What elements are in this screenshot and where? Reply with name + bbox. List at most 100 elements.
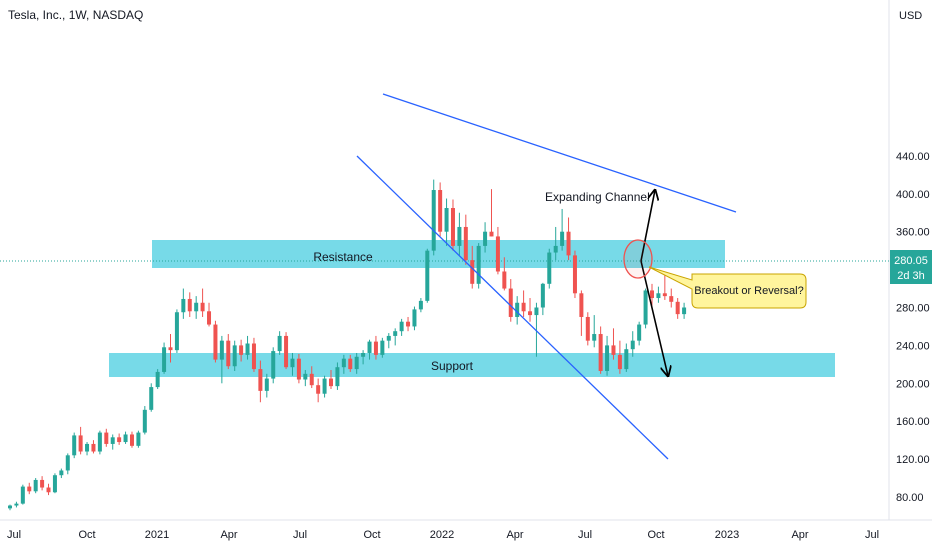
candle [630,331,635,357]
candle-body [438,190,443,232]
candle-body [662,293,667,297]
candle [579,290,584,336]
upper-trendline[interactable] [382,93,737,213]
candle-body [65,455,70,471]
candle [682,302,687,319]
last-price-countdown: 2d 3h [897,270,925,282]
candle-body [97,432,102,452]
candle [290,352,295,376]
candle [399,318,404,336]
candle-body [20,486,25,504]
lower-trendline[interactable] [356,155,669,460]
candle [470,245,475,289]
candle [72,432,77,459]
candle-body [489,231,494,237]
candle-body [33,479,38,492]
candle-body [117,437,122,443]
candle [168,334,173,363]
candle-body [367,341,372,353]
candle [309,366,314,389]
candle-body [617,354,622,370]
candle [418,298,423,313]
candle [194,296,199,319]
candle [8,504,12,511]
candle-body [572,255,577,294]
candle [277,331,282,355]
candle-body [598,334,603,371]
x-tick-label: Jul [578,529,592,541]
candle [489,189,494,237]
candle [187,292,192,317]
candle-body [650,290,654,299]
candle [425,248,430,303]
x-tick-label: Jul [293,529,307,541]
candle [264,373,269,398]
candle [495,226,500,275]
candle-body [232,345,237,367]
candle-body [553,245,558,253]
candle [123,431,128,444]
candle-body [341,358,346,368]
callout-bubble[interactable] [648,266,807,309]
candle-body [348,358,353,370]
candle-body [123,434,128,443]
x-axis: Jul Oct 2021 Apr Jul Oct 2022 Apr Jul Oct 2023 Apr J… [7,529,879,541]
candle [463,214,468,265]
candle-body [386,335,391,341]
candle-body [258,369,263,391]
candle [553,226,558,261]
candle [605,335,610,376]
candle-body [309,373,314,386]
candle-body [40,479,45,488]
candle-body [290,358,295,368]
candle [386,333,391,349]
candle-body [592,334,597,341]
candle-body [560,231,565,246]
y-tick-label: 240.00 [896,340,930,352]
candle-body [373,341,378,355]
candle [624,343,629,372]
candle [444,198,449,246]
candle-body [72,435,77,456]
candle [675,298,680,319]
candle [406,316,411,332]
candle [322,375,327,398]
x-tick-label: 2021 [145,529,169,541]
candle [354,352,359,374]
candle-body [656,293,661,299]
highlight-circle[interactable] [623,239,653,279]
candle-body [534,307,539,316]
candle-body [226,340,231,367]
candle [149,383,154,412]
down-arrow[interactable] [640,260,668,376]
y-tick-label: 360.00 [896,227,930,239]
candle [329,370,333,389]
candle-body [444,208,449,232]
candle-body [168,347,173,351]
candle [540,282,545,316]
candle-body [675,301,680,315]
candle-body [495,236,500,272]
x-tick-label: Apr [791,529,808,541]
candle-body [213,324,218,360]
candle [669,288,674,308]
candle [316,378,321,403]
candle-body [181,298,186,313]
x-tick-label: Apr [220,529,237,541]
candle-body [624,349,629,370]
candle [52,473,57,494]
candle-body [8,505,12,509]
candle-body [194,302,199,312]
channel-label: Expanding Channel [545,190,650,204]
candle-body [669,296,674,302]
up-arrow[interactable] [640,190,655,262]
candle-body [361,352,366,357]
candle-body [463,226,468,261]
candle-body [149,387,154,410]
x-tick-label: Oct [647,529,664,541]
candle [483,222,488,253]
y-tick-label: 400.00 [896,189,930,201]
candle [611,328,616,360]
candle-body [284,335,289,368]
